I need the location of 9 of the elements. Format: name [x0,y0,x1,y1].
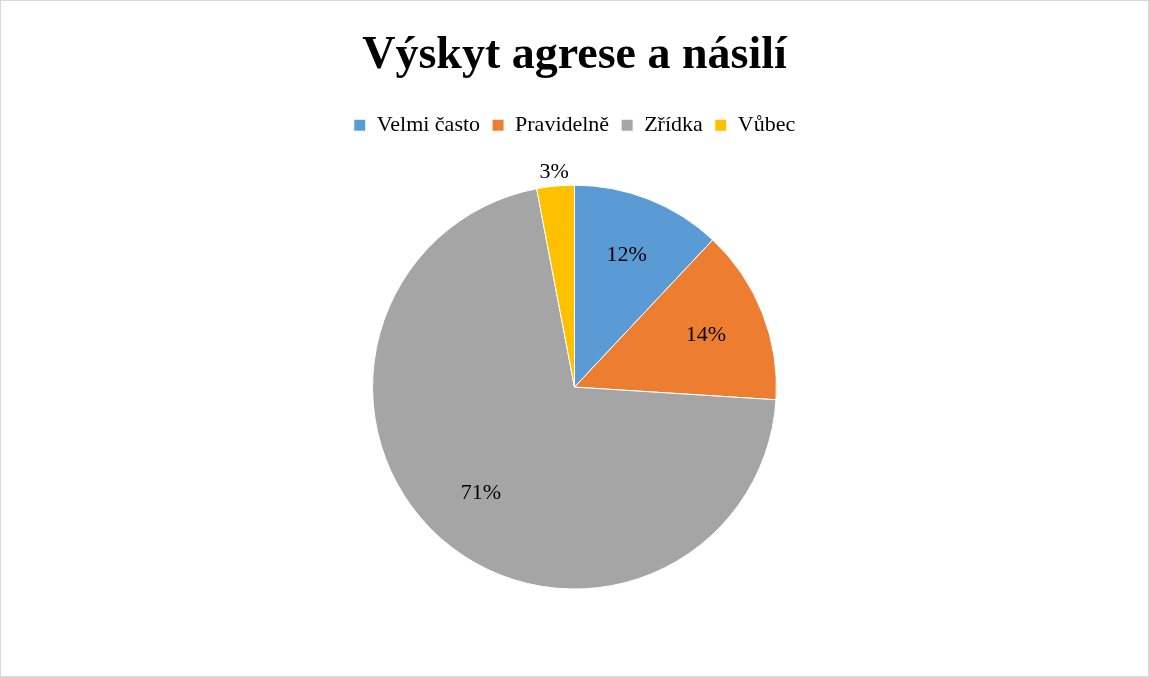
data-label: 71% [460,478,502,504]
data-label: 3% [539,157,569,183]
legend-label: Vůbec [737,110,796,136]
data-label: 12% [606,241,647,267]
data-label: 14% [685,320,727,346]
legend-label: Velmi často [376,110,481,136]
legend-label: Zřídka [644,110,704,136]
chart-title: Výskyt agrese a násilí [362,27,789,79]
legend-label: Pravidelně [515,110,610,136]
